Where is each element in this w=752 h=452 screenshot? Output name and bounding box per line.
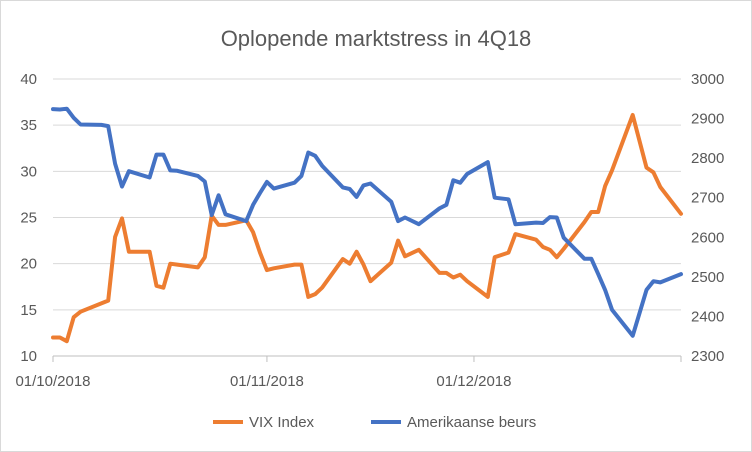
series-line-vix-index bbox=[51, 113, 683, 344]
y-right-tick-label: 2700 bbox=[691, 190, 724, 207]
legend-label: Amerikaanse beurs bbox=[407, 414, 536, 431]
x-tick-label: 01/11/2018 bbox=[230, 373, 304, 390]
axes: 10 15 20 25 30 35 40 2300 2400 2500 2600 2700 2800 29… bbox=[15, 71, 724, 390]
y-left-tick-label: 30 bbox=[20, 163, 37, 180]
chart-title: Oplopende marktstress in 4Q18 bbox=[221, 26, 532, 51]
y-right-tick-label: 2600 bbox=[691, 229, 724, 246]
y-left-tick-label: 40 bbox=[20, 71, 37, 88]
x-tick-label: 01/12/2018 bbox=[436, 373, 511, 390]
y-right-tick-label: 2800 bbox=[691, 150, 724, 167]
gridlines bbox=[53, 78, 681, 311]
y-left-tick-label: 25 bbox=[20, 210, 37, 227]
series-lines bbox=[51, 106, 683, 344]
y-right-tick-label: 2500 bbox=[691, 269, 724, 286]
y-right-tick-label: 2300 bbox=[691, 348, 724, 365]
y-left-tick-label: 35 bbox=[20, 117, 37, 134]
series-line-amerikaanse-beurs bbox=[51, 106, 683, 338]
y-right-tick-label: 2400 bbox=[691, 308, 724, 325]
y-left-tick-label: 15 bbox=[20, 302, 37, 319]
y-right-tick-label: 3000 bbox=[691, 71, 724, 88]
y-left-tick-label: 20 bbox=[20, 256, 37, 273]
y-right-tick-label: 2900 bbox=[691, 111, 724, 128]
legend-label: VIX Index bbox=[249, 414, 315, 431]
y-left-tick-label: 10 bbox=[20, 348, 37, 365]
legend: VIX Index Amerikaanse beurs bbox=[213, 414, 536, 431]
x-tick-label: 01/10/2018 bbox=[15, 373, 90, 390]
